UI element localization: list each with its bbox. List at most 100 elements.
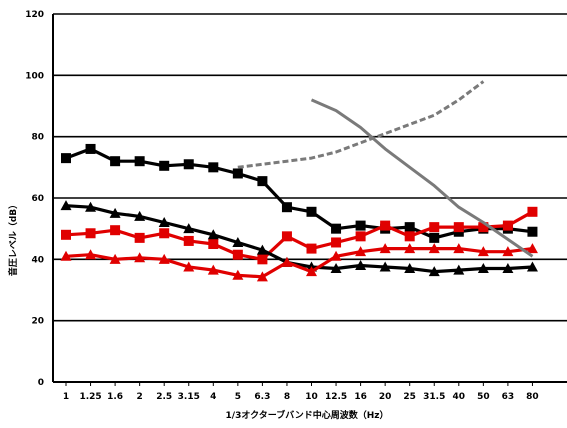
x-tick-4: 4 (210, 392, 216, 402)
series-2-point-19 (526, 261, 538, 272)
series-1-point-10 (306, 243, 317, 254)
series-layer (60, 80, 538, 282)
series-0-point-10 (306, 206, 317, 217)
series-3-point-14 (404, 243, 416, 254)
series-1-point-0 (61, 229, 71, 240)
series-2-point-5 (183, 223, 195, 234)
series-1-point-1 (85, 228, 96, 239)
series-0-point-5 (183, 159, 194, 170)
series-1-point-3 (134, 232, 145, 243)
x-tick-63: 63 (502, 392, 515, 402)
series-1-point-16 (453, 222, 464, 233)
x-tick-20: 20 (379, 392, 392, 402)
series-3-point-10 (306, 266, 317, 277)
series-1-point-15 (429, 222, 440, 233)
series-1-point-2 (110, 225, 121, 236)
series-0-point-4 (159, 160, 170, 171)
x-tick-16: 16 (354, 392, 367, 402)
series-1-point-6 (208, 239, 219, 249)
series-3-point-19 (526, 243, 538, 254)
x-tick-10: 10 (305, 392, 318, 402)
x-tick-8: 8 (284, 392, 290, 402)
series-2-point-7 (232, 236, 244, 247)
series-3-point-8 (256, 271, 268, 282)
x-tick-6.3: 6.3 (254, 392, 270, 402)
y-tick-60: 60 (31, 194, 44, 204)
series-1-point-4 (159, 228, 170, 239)
series-2-point-17 (477, 263, 489, 274)
series-2-point-2 (109, 207, 121, 218)
series-0-point-0 (61, 153, 71, 164)
x-tick-40: 40 (453, 392, 466, 402)
series-2-point-3 (134, 210, 146, 221)
series-3-line (65, 247, 533, 279)
y-tick-0: 0 (38, 378, 44, 388)
x-axis-title: 1/3オクターブバンド中心周波数（Hz） (226, 409, 389, 421)
series-2-point-16 (453, 264, 465, 275)
series-3 (60, 243, 538, 282)
series-2-point-15 (428, 266, 440, 277)
series-0-point-15 (429, 232, 440, 243)
series-2-point-1 (85, 201, 97, 212)
series-2-point-4 (158, 217, 170, 228)
series-5 (310, 98, 534, 258)
series-1-point-8 (257, 254, 268, 265)
series-0-point-12 (355, 220, 366, 231)
series-0-point-1 (85, 143, 96, 154)
series-0-point-14 (404, 222, 415, 233)
series-1 (61, 206, 538, 265)
series-2-point-11 (330, 263, 342, 274)
series-2-point-6 (207, 229, 219, 240)
x-tick-1.25: 1.25 (79, 392, 101, 402)
series-3-point-4 (158, 253, 170, 264)
series-0-point-3 (134, 156, 145, 167)
series-2-point-14 (404, 263, 416, 274)
series-0-point-19 (527, 226, 538, 237)
series-3-point-9 (281, 256, 293, 267)
series-3-point-0 (60, 250, 72, 261)
series-3-point-3 (134, 252, 146, 263)
series-3-point-16 (453, 243, 465, 254)
series-3-point-17 (477, 246, 489, 257)
x-tick-5: 5 (235, 392, 241, 402)
series-1-point-9 (281, 231, 292, 242)
y-tick-100: 100 (25, 71, 44, 81)
x-tick-1: 1 (63, 392, 69, 402)
series-2-point-12 (355, 259, 367, 270)
y-tick-labels: 0 20 40 60 80 100 120 (25, 10, 44, 388)
series-4-line (237, 80, 485, 169)
series-3-point-13 (379, 243, 391, 254)
series-3-point-15 (428, 243, 440, 254)
x-tick-50: 50 (477, 392, 490, 402)
x-tick-1.6: 1.6 (107, 392, 123, 402)
x-tick-2: 2 (137, 392, 143, 402)
axes (52, 14, 567, 386)
x-tick-80: 80 (526, 392, 539, 402)
series-3-point-2 (109, 253, 121, 264)
series-0-point-8 (257, 176, 268, 187)
series-2-point-13 (379, 261, 391, 272)
series-3-point-7 (232, 269, 244, 280)
y-tick-80: 80 (31, 133, 44, 143)
series-1-point-12 (355, 231, 366, 242)
x-tick-2.5: 2.5 (156, 392, 172, 402)
series-1-point-14 (404, 231, 415, 242)
series-3-point-11 (330, 250, 342, 261)
series-1-point-19 (527, 206, 538, 217)
series-3-point-18 (502, 246, 514, 257)
x-tick-31.5: 31.5 (423, 392, 445, 402)
series-1-point-5 (183, 235, 194, 246)
series-0-point-9 (281, 202, 292, 213)
series-3-point-6 (207, 264, 219, 275)
x-tick-labels: 1 1.25 1.6 2 2.5 3.15 4 5 6.3 8 10 12.5 16 20 25 31.5 40… (63, 392, 539, 402)
series-2 (60, 200, 538, 277)
series-2-point-8 (256, 244, 268, 255)
y-axis-title: 音圧レベル（dB） (7, 200, 19, 276)
series-1-point-18 (502, 220, 513, 231)
series-0-point-6 (208, 162, 219, 173)
series-1-point-11 (331, 237, 342, 248)
series-5-line (310, 98, 534, 258)
series-3-point-5 (183, 261, 195, 272)
series-2-line (65, 204, 533, 274)
